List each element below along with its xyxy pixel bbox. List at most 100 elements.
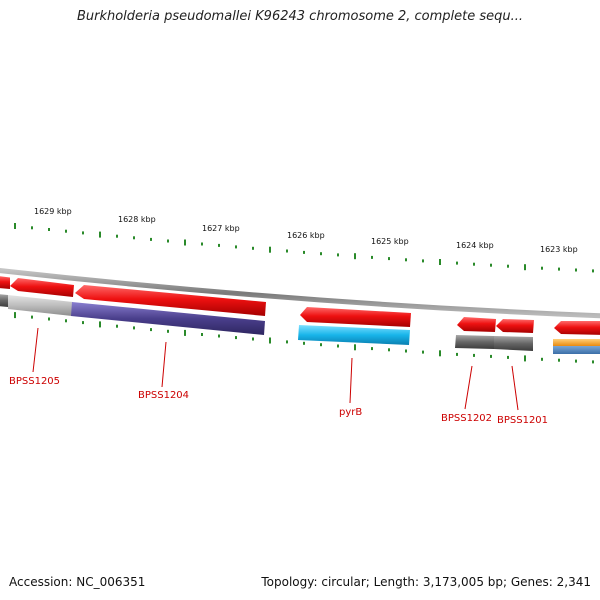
minor-tick bbox=[388, 257, 390, 261]
accession-text: Accession: NC_006351 bbox=[9, 575, 146, 589]
minor-tick bbox=[320, 343, 322, 347]
major-tick bbox=[14, 223, 16, 229]
gene-label-bpss1205[interactable]: BPSS1205 bbox=[9, 376, 60, 387]
minor-tick bbox=[456, 352, 458, 356]
major-tick bbox=[99, 321, 101, 328]
minor-tick bbox=[235, 245, 237, 249]
scale-label-1624: 1624 kbp bbox=[456, 241, 494, 250]
outer-scale-ticks bbox=[14, 223, 594, 273]
minor-tick bbox=[558, 267, 560, 271]
scale-label-1623: 1623 kbp bbox=[540, 245, 578, 254]
minor-tick bbox=[167, 239, 169, 243]
minor-tick bbox=[320, 252, 322, 256]
scale-labels: 1629 kbp 1628 kbp 1627 kbp 1626 kbp 1625… bbox=[34, 207, 578, 254]
scale-label-1629: 1629 kbp bbox=[34, 207, 72, 216]
forward-genes bbox=[0, 276, 600, 335]
minor-tick bbox=[116, 324, 118, 328]
minor-tick bbox=[337, 344, 339, 348]
minor-tick bbox=[150, 328, 152, 332]
gene-arrow-fwd-5[interactable] bbox=[457, 317, 496, 332]
minor-tick bbox=[31, 315, 33, 319]
minor-tick bbox=[48, 228, 50, 231]
minor-tick bbox=[303, 250, 305, 254]
topology-summary: Topology: circular; Length: 3,173,005 bp… bbox=[261, 575, 591, 589]
minor-tick bbox=[541, 266, 543, 270]
minor-tick bbox=[133, 236, 135, 240]
major-tick bbox=[354, 344, 356, 351]
minor-tick bbox=[490, 354, 492, 358]
inner-scale-ticks bbox=[14, 312, 594, 364]
major-tick bbox=[269, 246, 271, 253]
scale-label-1626: 1626 kbp bbox=[287, 231, 325, 240]
minor-tick bbox=[388, 348, 390, 352]
label-leaders bbox=[32, 327, 519, 411]
minor-tick bbox=[201, 242, 203, 246]
gene-label-pyrb[interactable]: pyrB bbox=[339, 407, 362, 418]
leader-bpss1201 bbox=[511, 365, 519, 411]
minor-tick bbox=[252, 337, 254, 341]
minor-tick bbox=[252, 246, 254, 250]
feature-gray-left[interactable] bbox=[0, 294, 8, 307]
feature-gray-2[interactable] bbox=[494, 336, 533, 351]
gene-arrow-fwd-7[interactable] bbox=[554, 321, 600, 335]
minor-tick bbox=[592, 269, 594, 273]
minor-tick bbox=[456, 261, 458, 265]
major-tick bbox=[439, 259, 441, 265]
minor-tick bbox=[82, 231, 84, 235]
minor-tick bbox=[422, 350, 424, 354]
scale-label-1625: 1625 kbp bbox=[371, 237, 409, 246]
major-tick bbox=[524, 355, 526, 362]
major-tick bbox=[99, 231, 101, 238]
major-tick bbox=[269, 337, 271, 344]
minor-tick bbox=[150, 237, 152, 241]
minor-tick bbox=[592, 360, 594, 364]
minor-tick bbox=[218, 334, 220, 338]
minor-tick bbox=[218, 243, 220, 247]
major-tick bbox=[439, 350, 441, 357]
leader-bpss1205 bbox=[32, 327, 39, 373]
minor-tick bbox=[507, 264, 509, 268]
gene-arrow-fwd-1[interactable] bbox=[0, 276, 10, 289]
major-tick bbox=[14, 312, 16, 319]
gene-label-bpss1204[interactable]: BPSS1204 bbox=[138, 390, 189, 401]
gene-arrow-fwd-3[interactable] bbox=[75, 285, 266, 316]
feature-blocks bbox=[0, 294, 600, 354]
feature-orange[interactable] bbox=[553, 339, 600, 346]
minor-tick bbox=[65, 229, 67, 233]
gene-arrow-fwd-6[interactable] bbox=[496, 319, 534, 333]
scale-label-1627: 1627 kbp bbox=[202, 224, 240, 233]
feature-steel[interactable] bbox=[553, 346, 600, 354]
gene-arrow-fwd-2[interactable] bbox=[10, 278, 74, 297]
minor-tick bbox=[167, 329, 169, 333]
minor-tick bbox=[422, 259, 424, 263]
minor-tick bbox=[303, 341, 305, 345]
minor-tick bbox=[507, 355, 509, 359]
minor-tick bbox=[82, 321, 84, 325]
scale-label-1628: 1628 kbp bbox=[118, 215, 156, 224]
gene-label-bpss1201[interactable]: BPSS1201 bbox=[497, 415, 548, 426]
major-tick bbox=[184, 329, 186, 336]
gene-arrow-fwd-4[interactable] bbox=[300, 307, 411, 327]
major-tick bbox=[184, 239, 186, 246]
gene-labels: BPSS1205 BPSS1204 pyrB BPSS1202 BPSS1201 bbox=[9, 376, 548, 426]
minor-tick bbox=[31, 226, 33, 230]
minor-tick bbox=[473, 353, 475, 357]
minor-tick bbox=[575, 359, 577, 363]
major-tick bbox=[524, 264, 526, 271]
leader-bpss1202 bbox=[464, 365, 473, 410]
minor-tick bbox=[405, 258, 407, 262]
minor-tick bbox=[235, 336, 237, 340]
minor-tick bbox=[541, 357, 543, 361]
minor-tick bbox=[48, 317, 50, 321]
minor-tick bbox=[473, 262, 475, 266]
map-title: Burkholderia pseudomallei K96243 chromos… bbox=[76, 9, 524, 24]
feature-lightgray[interactable] bbox=[8, 295, 73, 316]
feature-purple[interactable] bbox=[71, 302, 265, 335]
gene-label-bpss1202[interactable]: BPSS1202 bbox=[441, 413, 492, 424]
leader-bpss1204 bbox=[161, 341, 167, 388]
minor-tick bbox=[286, 249, 288, 253]
feature-cyan[interactable] bbox=[298, 325, 410, 345]
feature-gray-1[interactable] bbox=[455, 335, 494, 349]
minor-tick bbox=[371, 347, 373, 351]
